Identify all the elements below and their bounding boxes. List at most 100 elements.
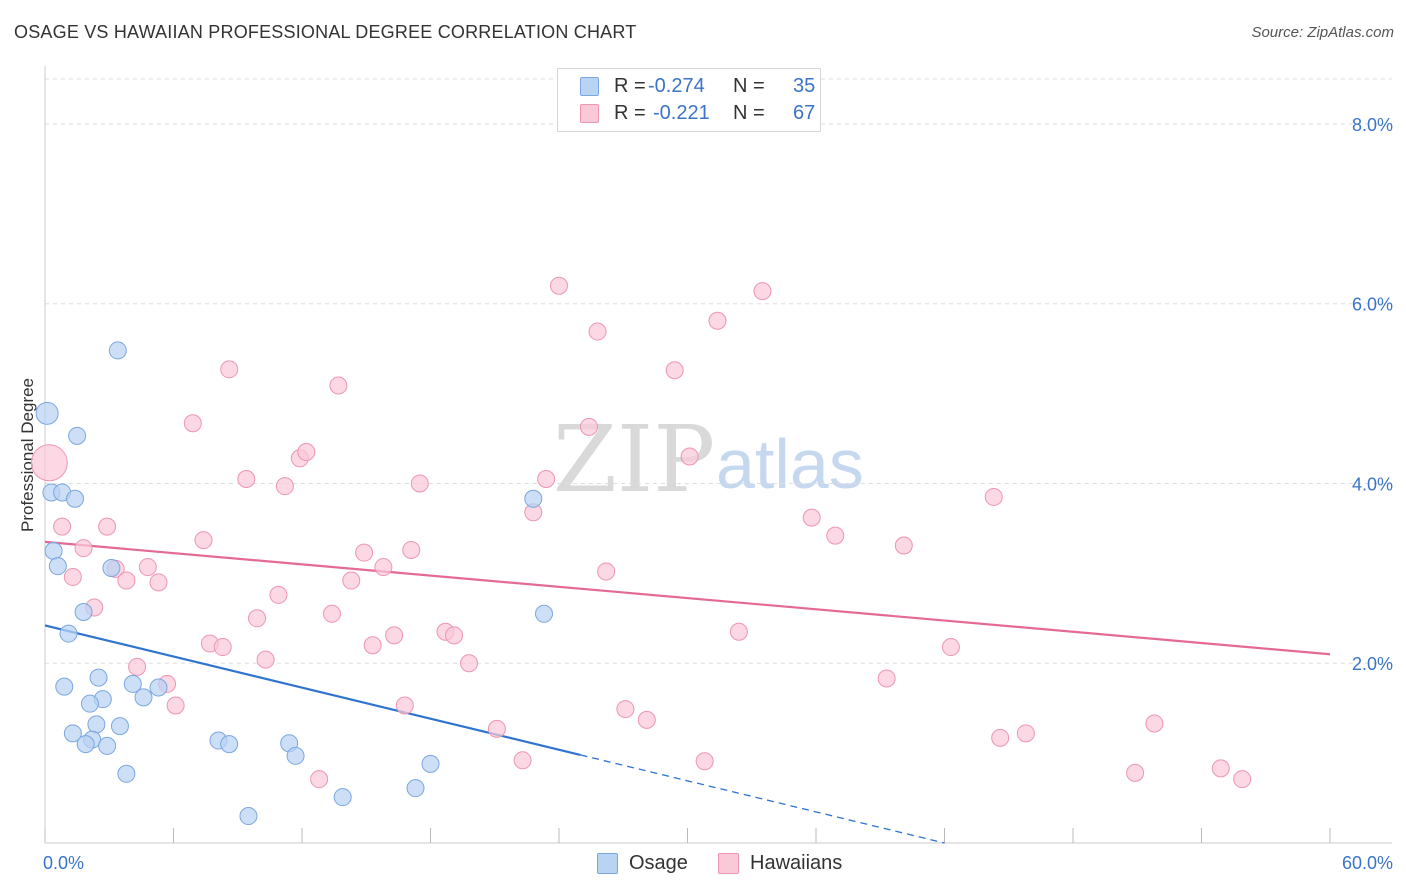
hawaiians-point [826,526,845,545]
osage-trend-extension [580,754,945,844]
hawaiians-point [355,543,374,562]
hawaiians-point [616,700,635,719]
hawaiians-point [166,696,185,715]
hawaiians-point [445,626,464,645]
r-value: -0.274 [648,75,705,97]
osage-point [220,735,239,754]
osage-point [102,558,121,577]
hawaiians-swatch [580,104,599,123]
r-label: R = [614,102,646,124]
hawaiians-point [395,696,414,715]
hawaiians-point [53,517,72,536]
osage-point [65,489,84,508]
hawaiians-point [256,650,275,669]
osage-point [134,688,153,707]
hawaiians-point [322,604,341,623]
hawaiians-point [513,751,532,770]
hawaiians-point [402,540,421,559]
hawaiians-point [588,322,607,341]
hawaiians-point [363,636,382,655]
tick-labels: 2.0% 4.0% 6.0% 8.0% 0.0% 60.0% [43,115,1393,873]
hawaiians-point [680,447,699,466]
osage-point [406,779,425,798]
hawaiians-point [1211,759,1230,778]
n-label: N = [733,75,765,97]
osage-point [524,489,543,508]
hawaiians-point [537,469,556,488]
hawaiians-point [30,444,68,482]
osage-point [108,341,127,360]
hawaiians-point [991,728,1010,747]
n-label: N = [733,102,765,124]
osage-swatch [597,853,618,874]
y-tick-label: 8.0% [1352,115,1393,135]
osage-point [123,674,142,693]
hawaiians-point [269,585,288,604]
hawaiians-point [753,282,772,301]
osage-point [63,724,82,743]
osage-point [239,807,258,826]
y-tick-label: 2.0% [1352,654,1393,674]
hawaiians-point [74,539,93,558]
hawaiians-point [802,508,821,527]
hawaiians-point [374,558,393,577]
hawaiians-point [1145,714,1164,733]
legend-label: Hawaiians [750,852,843,874]
osage-point [44,541,63,560]
hawaiians-point [213,638,232,657]
hawaiians-point [385,626,404,645]
hawaiians-point [310,770,329,789]
hawaiians-point [183,414,202,433]
osage-point [149,678,168,697]
osage-point [80,694,99,713]
hawaiians-point [460,654,479,673]
hawaiians-point [128,657,147,676]
osage-point [68,426,87,445]
hawaiians-trend-line [44,540,1331,656]
hawaiians-point [877,669,896,688]
hawaiians-point [237,469,256,488]
data-points [30,276,1252,826]
hawaiians-point [665,361,684,380]
osage-point [48,557,67,576]
hawaiians-point [342,571,361,590]
hawaiians-point [941,638,960,657]
osage-point [98,736,117,755]
hawaiians-point [1126,763,1145,782]
hawaiians-point [63,567,82,586]
hawaiians-point [984,487,1003,506]
hawaiians-point [550,276,568,295]
hawaiians-point [637,710,656,729]
hawaiians-point [410,474,429,493]
hawaiians-point [1233,770,1252,789]
n-value: 67 [793,102,816,124]
osage-point [117,764,136,783]
hawaiians-point [329,376,348,395]
osage-point [110,717,129,736]
correlation-legend: R = -0.274 N = 35 R = -0.221 N = 67 [557,68,821,132]
osage-swatch [580,77,599,96]
osage-point [89,668,108,687]
trend-lines [44,540,1331,844]
y-tick-label: 4.0% [1352,474,1393,494]
osage-point [35,401,59,425]
hawaiians-point [597,562,616,581]
osage-point [421,754,440,773]
watermark-atlas: atlas [716,425,864,503]
watermark: ZIP atlas [553,406,864,513]
source-label: Source: ZipAtlas.com [1251,24,1394,41]
osage-point [76,735,95,754]
osage-point [59,624,78,643]
osage-point [87,715,106,734]
hawaiians-point [275,477,294,496]
hawaiians-point [695,752,714,771]
hawaiians-point [220,360,239,379]
hawaiians-point [149,573,168,592]
hawaiians-point [138,558,157,577]
osage-point [74,602,93,621]
hawaiians-point [248,609,267,628]
chart-title: OSAGE VS HAWAIIAN PROFESSIONAL DEGREE CO… [14,22,637,42]
hawaiians-point [729,622,748,641]
hawaiians-point [1016,724,1035,743]
